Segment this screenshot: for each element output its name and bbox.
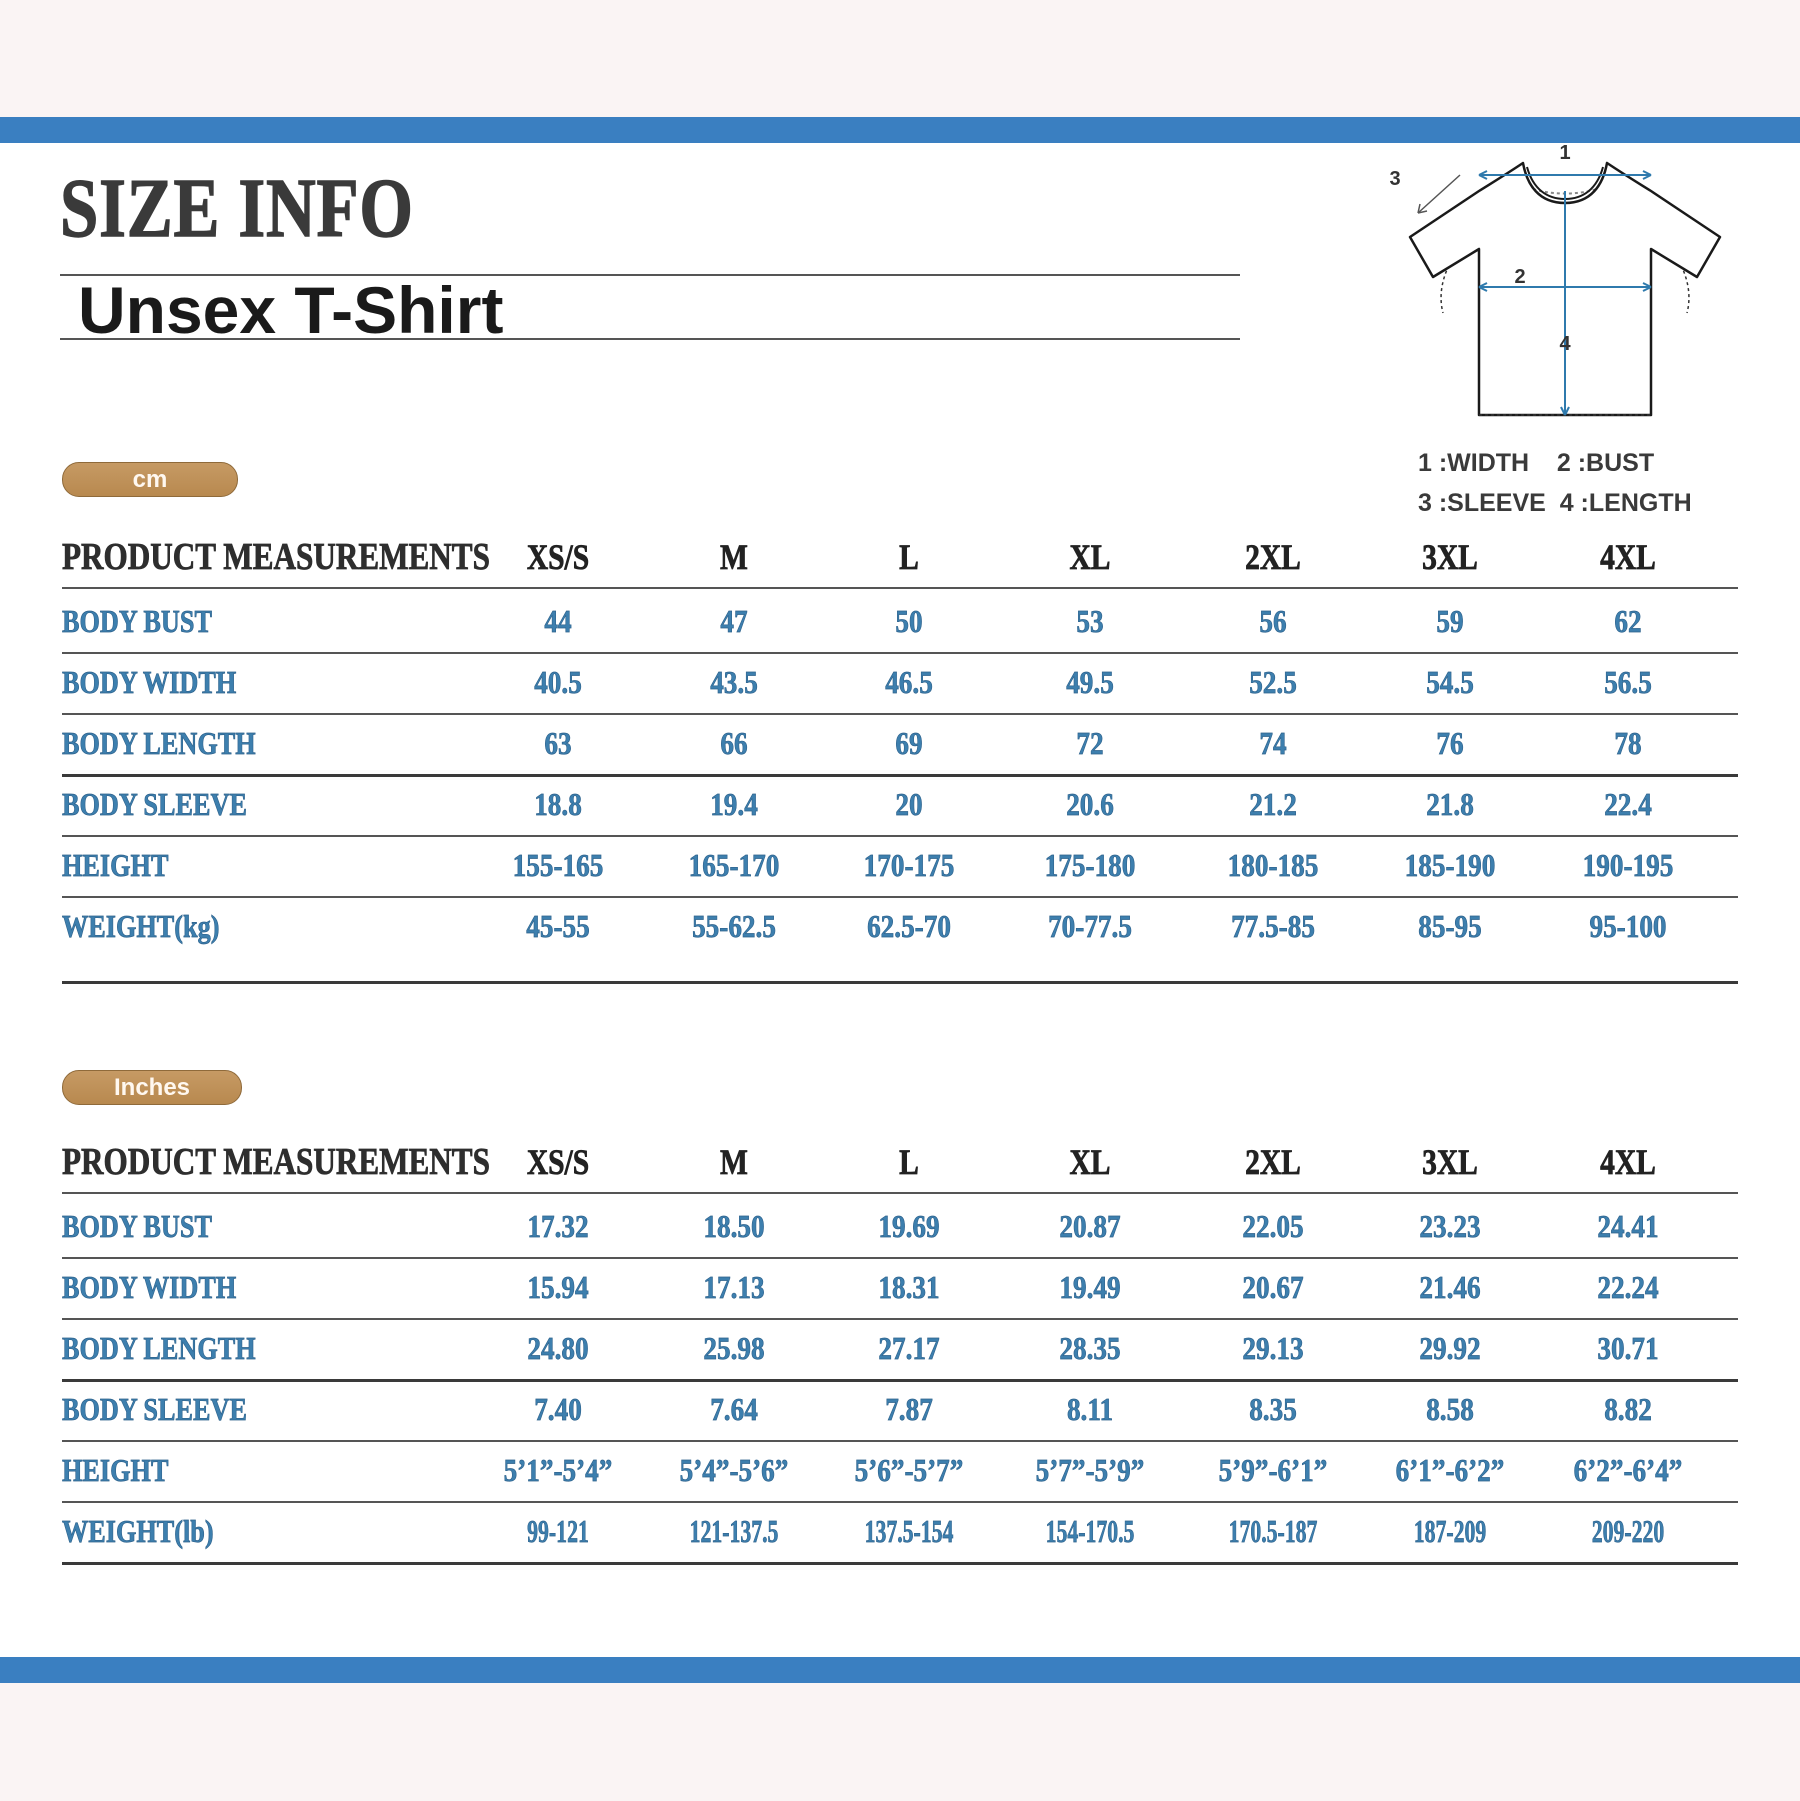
svg-text:2: 2	[1514, 266, 1525, 288]
svg-text:4: 4	[1559, 333, 1571, 355]
svg-text:1: 1	[1559, 145, 1570, 164]
svg-text:3: 3	[1389, 168, 1400, 190]
